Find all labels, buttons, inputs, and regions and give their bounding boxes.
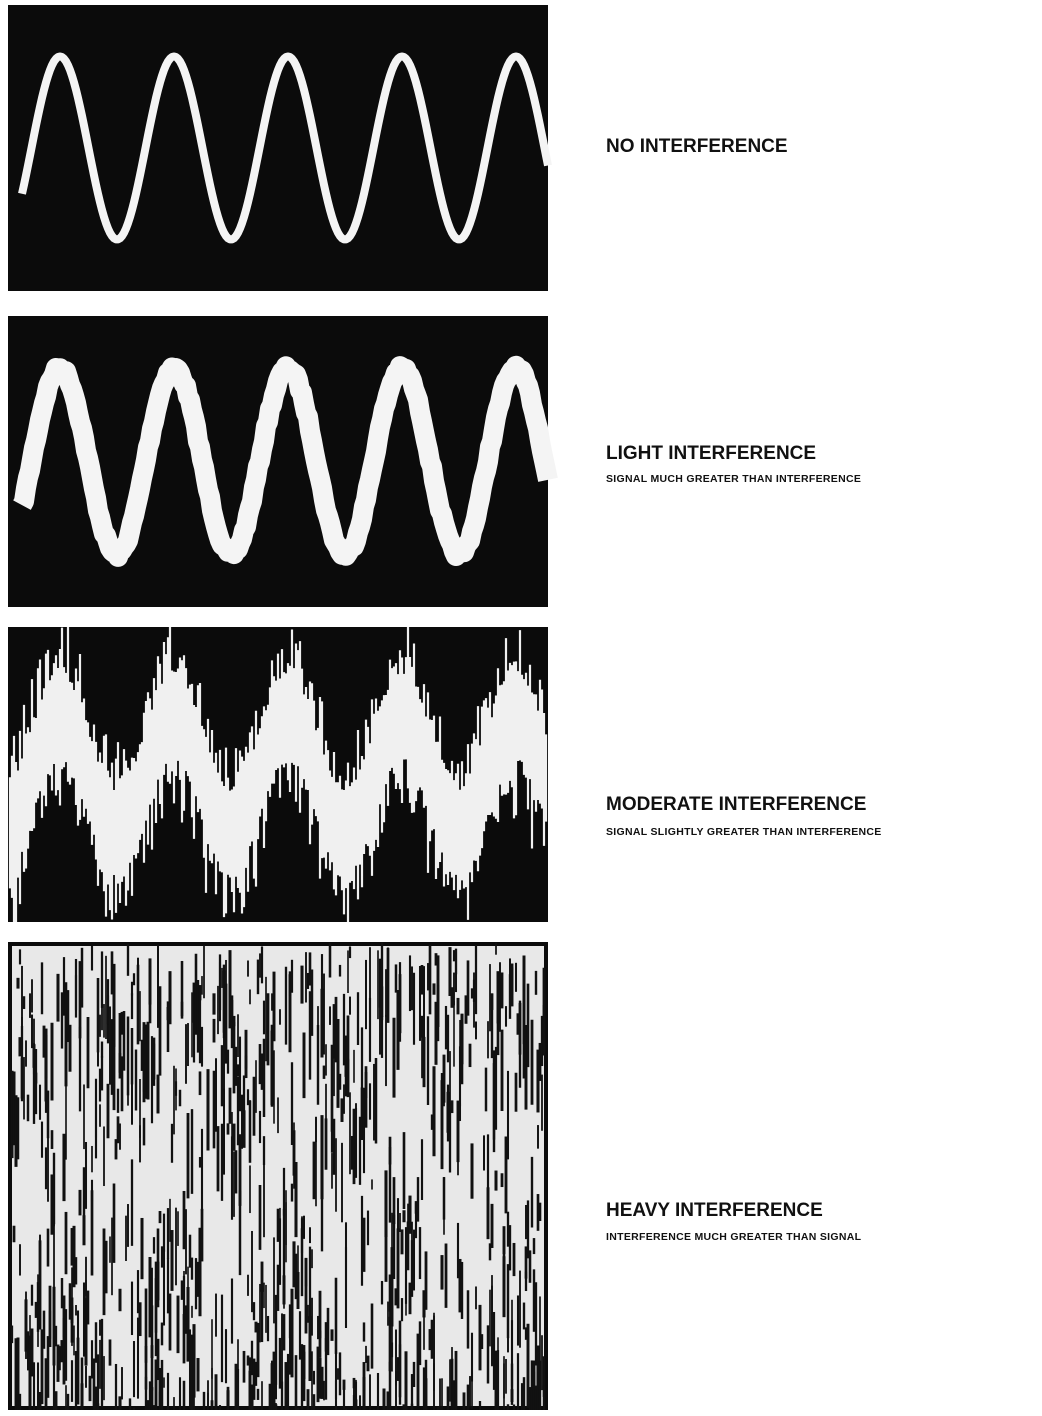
oscilloscope-panel <box>8 942 548 1410</box>
panel-title: NO INTERFERENCE <box>606 136 788 157</box>
panel-title: MODERATE INTERFERENCE <box>606 794 866 815</box>
oscilloscope-panel <box>8 627 548 922</box>
noise-field <box>12 946 544 1406</box>
oscilloscope-panel <box>8 316 558 607</box>
oscilloscope-panel <box>8 5 552 291</box>
waveform <box>13 355 558 567</box>
panel-title: HEAVY INTERFERENCE <box>606 1200 823 1221</box>
waveform <box>18 52 552 244</box>
panel-subtitle: INTERFERENCE MUCH GREATER THAN SIGNAL <box>606 1231 862 1243</box>
panel-subtitle: SIGNAL SLIGHTLY GREATER THAN INTERFERENC… <box>606 826 882 838</box>
panel-title: LIGHT INTERFERENCE <box>606 443 816 464</box>
panels <box>8 5 558 1410</box>
panel-subtitle: SIGNAL MUCH GREATER THAN INTERFERENCE <box>606 473 861 485</box>
